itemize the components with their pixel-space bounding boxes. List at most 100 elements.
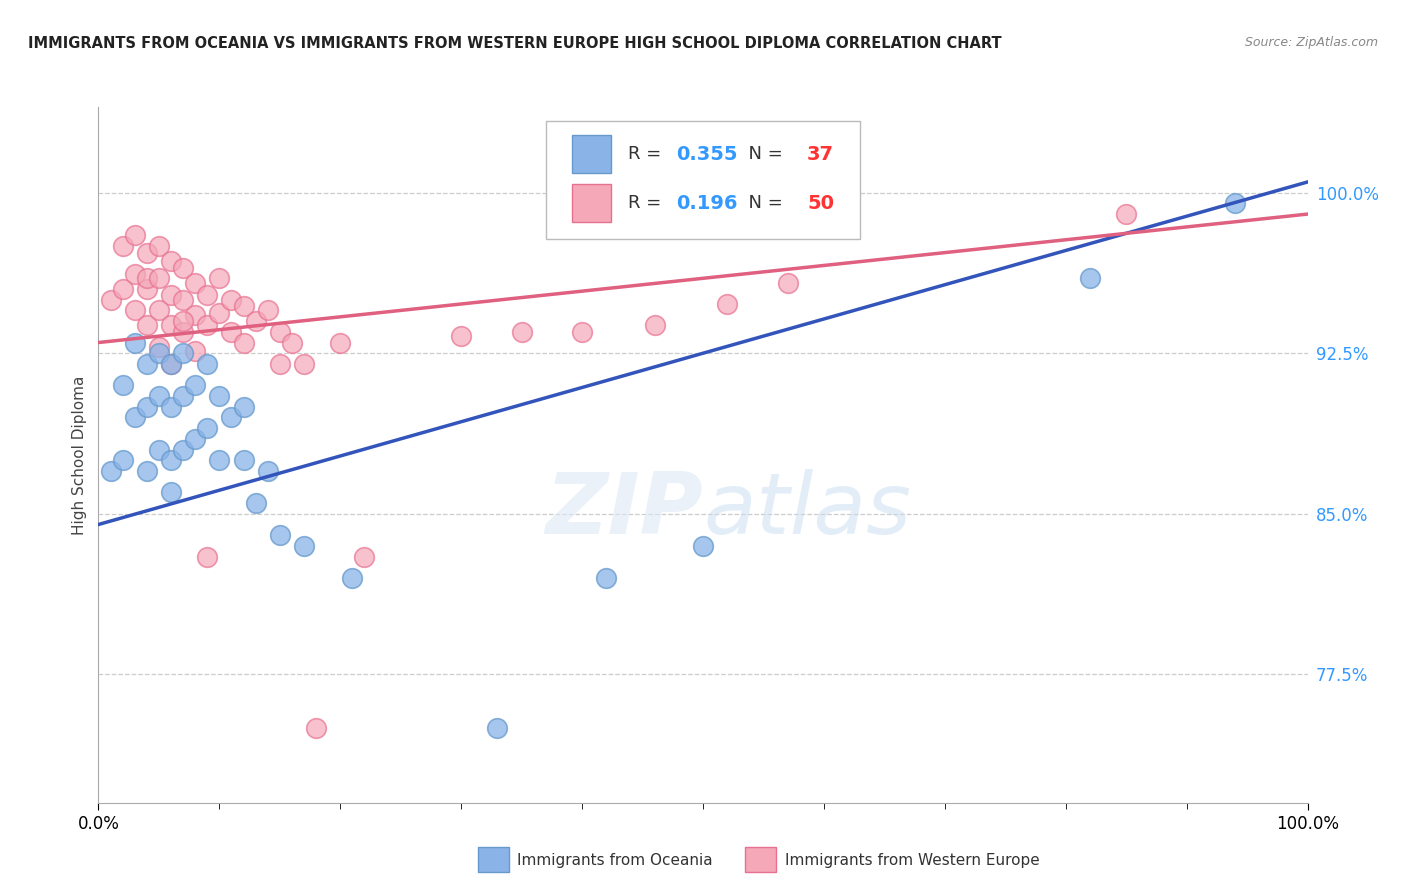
Y-axis label: High School Diploma: High School Diploma bbox=[72, 376, 87, 534]
Point bbox=[135, 464, 157, 478]
Point bbox=[450, 329, 472, 343]
Point bbox=[510, 325, 533, 339]
Point bbox=[160, 318, 183, 333]
Point bbox=[135, 400, 157, 414]
Text: atlas: atlas bbox=[703, 469, 911, 552]
Point bbox=[148, 239, 170, 253]
Point bbox=[172, 260, 194, 275]
Point bbox=[269, 357, 291, 371]
Point bbox=[111, 453, 134, 467]
Point bbox=[232, 299, 254, 313]
Text: Source: ZipAtlas.com: Source: ZipAtlas.com bbox=[1244, 36, 1378, 49]
Point bbox=[135, 282, 157, 296]
Point bbox=[281, 335, 304, 350]
Point bbox=[292, 357, 315, 371]
Point bbox=[148, 389, 170, 403]
Point bbox=[269, 325, 291, 339]
Point bbox=[1223, 196, 1246, 211]
Point bbox=[135, 271, 157, 285]
Text: R =: R = bbox=[628, 194, 666, 212]
Point bbox=[172, 293, 194, 307]
Point bbox=[232, 400, 254, 414]
FancyBboxPatch shape bbox=[572, 136, 612, 173]
Point bbox=[172, 389, 194, 403]
Point bbox=[111, 239, 134, 253]
Point bbox=[195, 549, 218, 564]
Point bbox=[160, 357, 183, 371]
Point bbox=[232, 335, 254, 350]
Point bbox=[184, 432, 207, 446]
Point bbox=[172, 346, 194, 360]
Point bbox=[208, 389, 231, 403]
Point bbox=[195, 421, 218, 435]
Point bbox=[692, 539, 714, 553]
Text: 0.355: 0.355 bbox=[676, 145, 738, 164]
Point bbox=[160, 254, 183, 268]
Point bbox=[124, 410, 146, 425]
Point bbox=[184, 276, 207, 290]
Point bbox=[124, 335, 146, 350]
Point bbox=[269, 528, 291, 542]
Point bbox=[245, 496, 267, 510]
Point bbox=[160, 453, 183, 467]
Text: 37: 37 bbox=[807, 145, 834, 164]
Point bbox=[124, 303, 146, 318]
Point bbox=[208, 271, 231, 285]
Point bbox=[100, 464, 122, 478]
FancyBboxPatch shape bbox=[572, 184, 612, 222]
Point bbox=[245, 314, 267, 328]
Point bbox=[486, 721, 509, 735]
Point bbox=[124, 267, 146, 281]
Point bbox=[716, 297, 738, 311]
Point bbox=[221, 325, 243, 339]
Point bbox=[256, 303, 278, 318]
Point bbox=[135, 318, 157, 333]
Point bbox=[172, 314, 194, 328]
Point bbox=[644, 318, 666, 333]
Point bbox=[160, 288, 183, 302]
Point bbox=[195, 357, 218, 371]
Point bbox=[135, 245, 157, 260]
Text: Immigrants from Western Europe: Immigrants from Western Europe bbox=[785, 854, 1039, 868]
Point bbox=[1115, 207, 1137, 221]
Point bbox=[208, 453, 231, 467]
Point bbox=[195, 318, 218, 333]
Text: Immigrants from Oceania: Immigrants from Oceania bbox=[517, 854, 713, 868]
FancyBboxPatch shape bbox=[546, 121, 860, 239]
Point bbox=[232, 453, 254, 467]
Point bbox=[256, 464, 278, 478]
Text: N =: N = bbox=[737, 145, 789, 163]
Text: N =: N = bbox=[737, 194, 789, 212]
Point bbox=[221, 410, 243, 425]
Point bbox=[776, 276, 799, 290]
Point bbox=[100, 293, 122, 307]
Point bbox=[160, 400, 183, 414]
Point bbox=[172, 442, 194, 457]
Point bbox=[124, 228, 146, 243]
Point bbox=[342, 571, 364, 585]
Point bbox=[292, 539, 315, 553]
Point bbox=[305, 721, 328, 735]
Point bbox=[208, 305, 231, 319]
Point bbox=[184, 378, 207, 392]
Point bbox=[172, 325, 194, 339]
Point bbox=[148, 303, 170, 318]
Text: IMMIGRANTS FROM OCEANIA VS IMMIGRANTS FROM WESTERN EUROPE HIGH SCHOOL DIPLOMA CO: IMMIGRANTS FROM OCEANIA VS IMMIGRANTS FR… bbox=[28, 36, 1001, 51]
Point bbox=[135, 357, 157, 371]
Point bbox=[1078, 271, 1101, 285]
Point bbox=[148, 346, 170, 360]
Text: ZIP: ZIP bbox=[546, 469, 703, 552]
Point bbox=[148, 442, 170, 457]
Point bbox=[184, 344, 207, 359]
Point bbox=[160, 485, 183, 500]
Point bbox=[111, 378, 134, 392]
Point bbox=[595, 571, 617, 585]
Text: 50: 50 bbox=[807, 194, 834, 212]
Point bbox=[148, 340, 170, 354]
Point bbox=[195, 288, 218, 302]
Point bbox=[221, 293, 243, 307]
Text: 0.196: 0.196 bbox=[676, 194, 738, 212]
Text: R =: R = bbox=[628, 145, 666, 163]
Point bbox=[184, 308, 207, 322]
Point bbox=[571, 325, 593, 339]
